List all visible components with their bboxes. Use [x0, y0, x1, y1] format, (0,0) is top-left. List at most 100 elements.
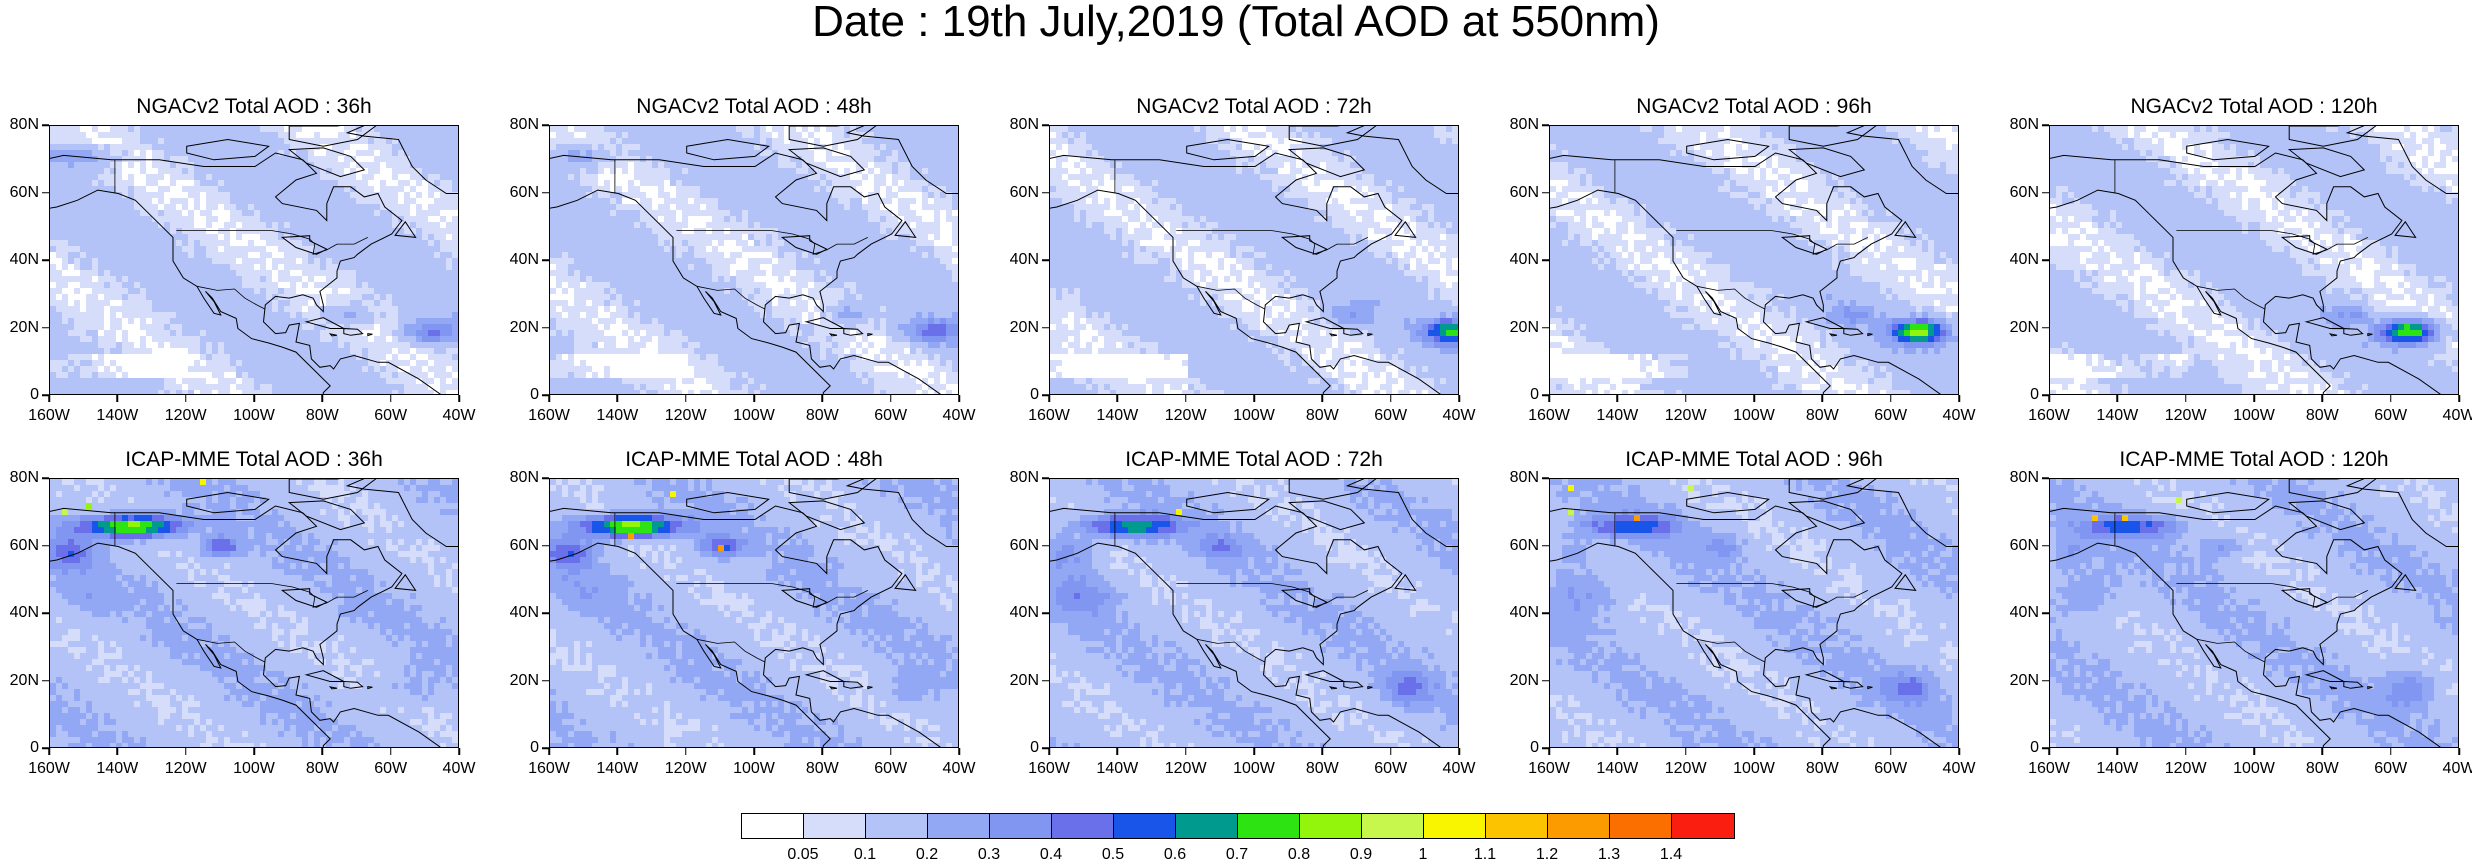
aod-map — [2049, 478, 2459, 748]
lon-tick-label: 160W — [528, 407, 570, 425]
lat-tick — [42, 192, 49, 194]
colorbar-swatch — [1238, 814, 1300, 838]
lon-tick — [1822, 395, 1824, 402]
lon-tick — [1390, 748, 1392, 755]
lat-tick-label: 20N — [1510, 672, 1539, 690]
lon-tick-label: 120W — [1165, 407, 1207, 425]
lat-tick-label: 20N — [10, 319, 39, 337]
lon-tick — [685, 395, 687, 402]
lat-tick-label: 0 — [30, 386, 39, 404]
lat-tick — [2042, 124, 2049, 126]
colorbar-label: 0.5 — [1102, 846, 1124, 864]
lon-tick — [1685, 395, 1687, 402]
lat-tick-label: 40N — [1010, 251, 1039, 269]
lon-tick — [753, 748, 755, 755]
lon-tick-label: 40W — [1943, 760, 1976, 778]
lon-tick-label: 40W — [2443, 760, 2472, 778]
lat-tick-label: 40N — [1510, 251, 1539, 269]
lat-tick — [1542, 327, 1549, 329]
lat-tick — [542, 477, 549, 479]
colorbar-label: 1.3 — [1598, 846, 1620, 864]
colorbar-swatch — [1610, 814, 1672, 838]
lat-tick-label: 20N — [1010, 319, 1039, 337]
lon-tick — [322, 395, 324, 402]
lon-tick — [458, 748, 460, 755]
lat-tick-label: 80N — [1010, 116, 1039, 134]
colorbar-swatch — [928, 814, 990, 838]
lon-tick — [2458, 395, 2460, 402]
lon-tick-label: 100W — [733, 760, 775, 778]
lon-tick — [1822, 748, 1824, 755]
lon-tick-label: 120W — [1165, 760, 1207, 778]
lon-tick-label: 60W — [2374, 407, 2407, 425]
lon-tick — [48, 748, 50, 755]
colorbar-swatch — [1300, 814, 1362, 838]
lat-tick — [42, 124, 49, 126]
lon-tick-label: 140W — [2096, 407, 2138, 425]
lon-tick-label: 40W — [443, 760, 476, 778]
lon-tick-label: 140W — [96, 760, 138, 778]
aod-map — [49, 478, 459, 748]
lat-tick — [2042, 612, 2049, 614]
lon-tick-label: 100W — [1733, 407, 1775, 425]
lon-tick-label: 40W — [943, 407, 976, 425]
lon-tick-label: 120W — [665, 407, 707, 425]
lat-tick — [42, 612, 49, 614]
lat-tick-label: 0 — [1030, 386, 1039, 404]
lon-tick — [617, 395, 619, 402]
lat-tick-label: 0 — [1030, 739, 1039, 757]
lon-tick — [1322, 395, 1324, 402]
aod-map — [1049, 478, 1459, 748]
lat-tick — [1542, 192, 1549, 194]
aod-map — [1549, 478, 1959, 748]
lon-tick-label: 160W — [1528, 760, 1570, 778]
lat-tick-label: 20N — [2010, 319, 2039, 337]
lon-tick — [890, 395, 892, 402]
lat-tick-label: 40N — [510, 604, 539, 622]
aod-map — [549, 125, 959, 395]
lon-tick-label: 80W — [2306, 760, 2339, 778]
lon-tick-label: 140W — [596, 407, 638, 425]
lon-tick — [1890, 395, 1892, 402]
lat-tick-label: 20N — [2010, 672, 2039, 690]
colorbar-label: 1.4 — [1660, 846, 1682, 864]
lon-tick — [1617, 395, 1619, 402]
lon-tick — [2185, 748, 2187, 755]
lat-tick — [1542, 477, 1549, 479]
lat-tick — [1542, 259, 1549, 261]
lon-tick-label: 160W — [1028, 760, 1070, 778]
lon-tick-label: 100W — [1733, 760, 1775, 778]
lon-tick — [1185, 748, 1187, 755]
colorbar-swatch — [1548, 814, 1610, 838]
lon-tick-label: 140W — [1596, 407, 1638, 425]
lon-tick — [253, 395, 255, 402]
lon-tick — [2458, 748, 2460, 755]
lat-tick-label: 0 — [2030, 386, 2039, 404]
lat-tick — [2042, 259, 2049, 261]
lat-tick — [542, 259, 549, 261]
aod-field — [2050, 479, 2459, 748]
lon-tick-label: 100W — [1233, 760, 1275, 778]
lon-tick — [2253, 748, 2255, 755]
lon-tick-label: 40W — [943, 760, 976, 778]
lon-tick — [1753, 748, 1755, 755]
lat-tick — [1542, 545, 1549, 547]
lon-tick — [2322, 748, 2324, 755]
lat-tick — [2042, 545, 2049, 547]
lon-tick-label: 100W — [2233, 760, 2275, 778]
lat-tick — [42, 477, 49, 479]
lon-tick — [2390, 395, 2392, 402]
aod-field — [1550, 479, 1959, 748]
lon-tick — [1958, 748, 1960, 755]
colorbar-swatch — [1114, 814, 1176, 838]
lon-tick-label: 120W — [1665, 407, 1707, 425]
aod-map — [49, 125, 459, 395]
lat-tick — [542, 612, 549, 614]
colorbar-label: 0.9 — [1350, 846, 1372, 864]
panel-title: ICAP-MME Total AOD : 120h — [2049, 448, 2459, 472]
lon-tick-label: 120W — [165, 760, 207, 778]
lon-tick-label: 140W — [96, 407, 138, 425]
